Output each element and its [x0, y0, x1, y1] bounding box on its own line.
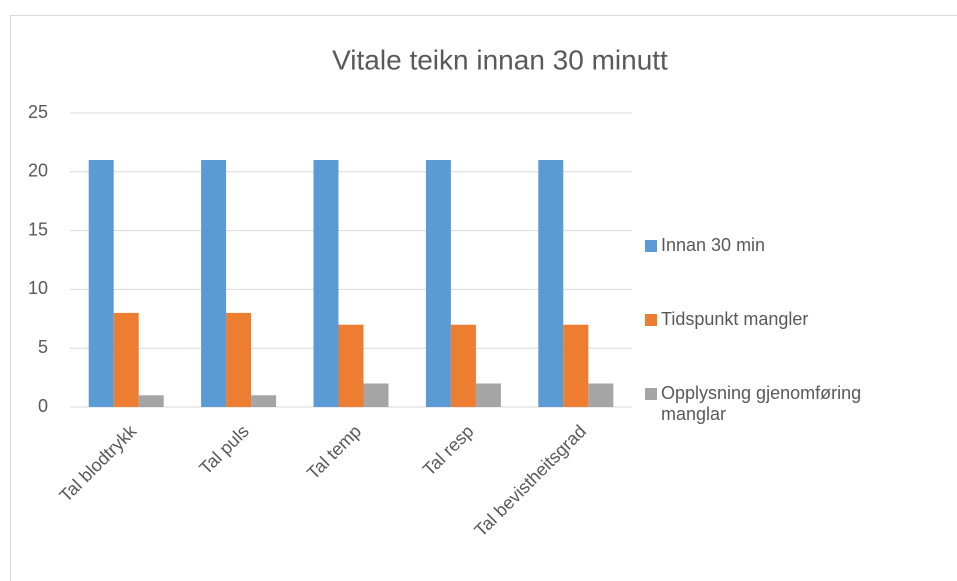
legend-swatch [645, 240, 657, 252]
bar [226, 312, 252, 407]
bar [138, 395, 164, 407]
legend-item: Innan 30 min [645, 235, 945, 256]
bar [251, 395, 277, 407]
legend-label: Opplysning gjenomføring manglar [661, 383, 862, 424]
chart-border [10, 15, 957, 581]
y-tick-label: 5 [38, 337, 48, 357]
legend-item: Tidspunkt mangler [645, 309, 945, 330]
bar [475, 383, 501, 407]
bar [338, 324, 364, 407]
legend-swatch [645, 314, 657, 326]
legend-label: Tidspunkt mangler [661, 309, 809, 329]
y-tick-label: 15 [28, 219, 48, 239]
bar [313, 160, 339, 407]
y-tick-label: 10 [28, 278, 48, 298]
legend-label: Innan 30 min [661, 235, 766, 255]
bar [201, 160, 227, 407]
bar [363, 383, 389, 407]
y-tick-label: 25 [28, 102, 48, 122]
y-tick-label: 20 [28, 161, 48, 181]
bar [450, 324, 476, 407]
legend-swatch [645, 388, 657, 400]
bar [88, 160, 114, 407]
bar [538, 160, 564, 407]
y-tick-label: 0 [38, 396, 48, 416]
bar [425, 160, 451, 407]
bar [563, 324, 589, 407]
bar [113, 312, 139, 407]
bar [588, 383, 614, 407]
chart-title: Vitale teikn innan 30 minutt [332, 44, 668, 75]
legend-item: Opplysning gjenomføring manglar [645, 383, 945, 425]
